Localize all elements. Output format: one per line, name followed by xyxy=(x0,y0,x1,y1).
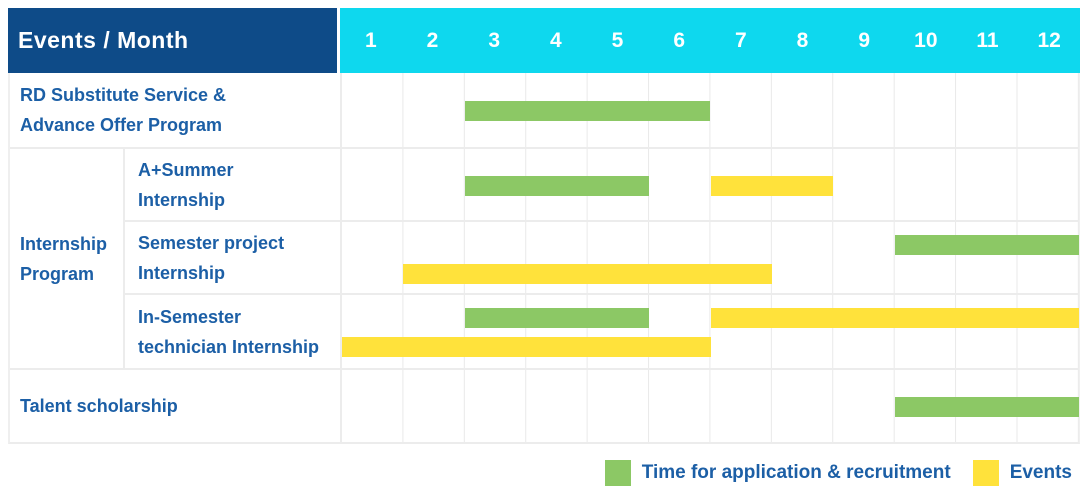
row-label: A+Summer Internship xyxy=(125,147,342,220)
table-header: Events / Month 1 2 3 4 5 6 7 8 9 10 11 12 xyxy=(8,8,1080,73)
legend: Time for application & recruitment Events xyxy=(604,459,1072,487)
legend-label-application: Time for application & recruitment xyxy=(641,462,951,483)
chart-row xyxy=(342,220,1079,293)
gantt-bar-event xyxy=(403,264,772,284)
legend-item-event: Events xyxy=(972,460,1072,486)
legend-label-event: Events xyxy=(1009,462,1072,483)
month-header-8: 8 xyxy=(796,28,809,52)
gantt-bar-event xyxy=(342,337,711,357)
month-header-11: 11 xyxy=(976,28,999,52)
month-header-5: 5 xyxy=(611,28,624,52)
chart-row xyxy=(342,73,1079,147)
month-header-2: 2 xyxy=(426,28,439,52)
legend-swatch-event xyxy=(972,460,999,486)
gantt-bar-application xyxy=(464,101,711,121)
gantt-bar-application xyxy=(464,308,650,328)
gantt-bar-event xyxy=(710,308,1079,328)
events-month-header: Events / Month xyxy=(8,8,340,73)
gantt-bar-event xyxy=(710,175,834,196)
month-header-7: 7 xyxy=(734,28,747,52)
month-header-1: 1 xyxy=(364,28,377,52)
schedule-table: Events / Month 1 2 3 4 5 6 7 8 9 10 11 12 RD Substi… xyxy=(8,8,1080,444)
month-header-10: 10 xyxy=(914,28,938,52)
month-header-12: 12 xyxy=(1037,28,1061,52)
month-header-4: 4 xyxy=(549,28,562,52)
month-header-3: 3 xyxy=(488,28,500,52)
row-label: Semester project Internship xyxy=(125,220,342,293)
gantt-bar-application xyxy=(894,235,1079,255)
legend-swatch-application xyxy=(604,460,631,486)
gantt-body: RD Substitute Service & Advance Offer Pr… xyxy=(8,73,1080,444)
month-header-row: 1 2 3 4 5 6 7 8 9 10 11 12 xyxy=(340,8,1080,73)
row-label: Talent scholarship xyxy=(10,368,342,442)
gantt-bar-application xyxy=(464,175,650,196)
chart-row xyxy=(342,293,1079,368)
group-label: Internship Program xyxy=(10,147,125,368)
gantt-bar-application xyxy=(894,397,1079,417)
chart-row xyxy=(342,147,1079,220)
month-header-6: 6 xyxy=(673,28,685,52)
month-header-9: 9 xyxy=(858,28,870,52)
row-label: RD Substitute Service & Advance Offer Pr… xyxy=(10,73,342,147)
chart-row xyxy=(342,368,1079,442)
row-label: In-Semester technician Internship xyxy=(125,293,342,368)
legend-item-application: Time for application & recruitment xyxy=(604,460,951,486)
